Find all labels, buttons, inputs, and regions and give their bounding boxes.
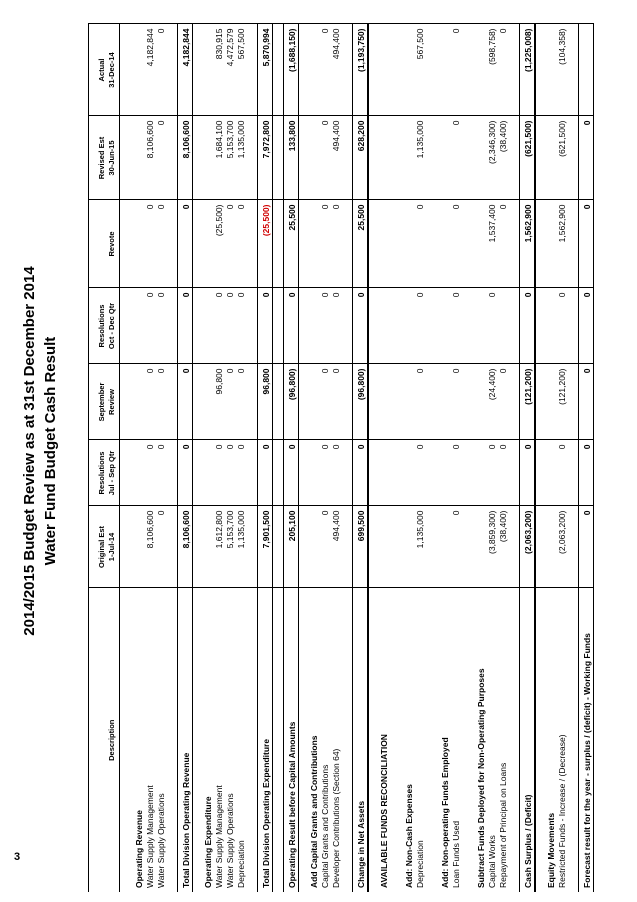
table-row: Water Supply Management 8,106,600 0 0 0 0 8,1…	[145, 24, 156, 892]
col-description: Description	[88, 588, 120, 892]
page-title: 2014/2015 Budget Review as at 31st Decem…	[21, 266, 38, 636]
budget-table: Description Original Est 1-Jul-14 Resolut…	[88, 24, 594, 892]
section-heading: Add Capital Grants and Contributions	[309, 24, 320, 892]
section-heading: Operating Expenditure	[203, 24, 214, 892]
table-row: Restricted Funds - Increase / (Decrease)…	[557, 24, 568, 892]
col-september: September Review	[88, 364, 120, 440]
col-revised: Revised Est 30-Jun-15	[88, 116, 120, 200]
section-heading: AVAILABLE FUNDS RECONCILIATION	[379, 24, 390, 892]
col-res-q2: Resolutions Oct - Dec Qtr	[88, 288, 120, 364]
table-row: Water Supply Management 1,612,800 0 96,800…	[214, 24, 225, 892]
table-row: Depreciation 1,135,000 0 0 0 0 1,135,000 567,5…	[415, 24, 426, 892]
section-heading: Subtract Funds Deployed for Non-Operatin…	[476, 24, 487, 892]
table-row: Capital Works (3,859,300) 0 (24,400) 0 1,537…	[487, 24, 498, 892]
col-res-q1: Resolutions Jul - Sep Qtr	[88, 440, 120, 506]
table-row: Repayment of Principal on Loans (38,400)…	[498, 24, 509, 892]
table-row: Developer Contributions (Section 64) 494…	[331, 24, 342, 892]
total-row: Total Division Operating Expenditure 7,9…	[257, 24, 273, 892]
col-original: Original Est 1-Jul-14	[88, 506, 120, 588]
page-number: 3	[14, 851, 21, 863]
total-row: Cash Surplus / (Deficit) (2,063,200) 0 (12…	[519, 24, 535, 892]
total-row: Operating Result before Capital Amounts …	[283, 24, 299, 892]
header-row: Description Original Est 1-Jul-14 Resolut…	[88, 24, 120, 892]
section-heading: Add: Non-operating Funds Employed	[440, 24, 451, 892]
table-row: Water Supply Operations 5,153,700 0 0 0 0 5,1…	[225, 24, 236, 892]
section-heading: Equity Movements	[546, 24, 557, 892]
table-row: Depreciation 1,135,000 0 0 0 0 1,135,000 567,5…	[236, 24, 247, 892]
col-actual: Actual 31-Dec-14	[88, 24, 120, 116]
section-heading: Add: Non-Cash Expenses	[404, 24, 415, 892]
total-row: Forecast result for the year - surplus /…	[578, 24, 594, 892]
total-row: Total Division Operating Revenue 8,106,6…	[177, 24, 193, 892]
col-revote: Revote	[88, 200, 120, 288]
total-row: Change in Net Assets 699,500 0 (96,800) 0 25…	[352, 24, 368, 892]
section-heading: Operating Revenue	[134, 24, 145, 892]
page-subtitle: Water Fund Budget Cash Result	[42, 336, 59, 566]
